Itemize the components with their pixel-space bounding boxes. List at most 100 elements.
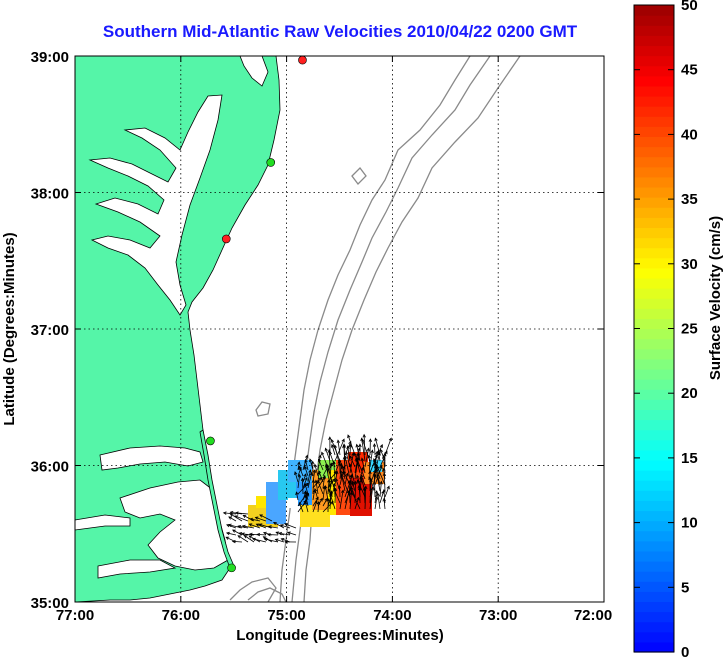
- velocity-arrow: [302, 477, 308, 489]
- velocity-arrowhead: [331, 461, 336, 466]
- velocity-arrowhead: [382, 467, 386, 472]
- velocity-arrowhead: [303, 482, 308, 487]
- velocity-arrowhead: [254, 516, 259, 520]
- colorbar-cell: [634, 348, 674, 360]
- velocity-arrowhead: [240, 532, 245, 536]
- velocity-arrow: [369, 479, 372, 504]
- velocity-arrowhead: [374, 495, 379, 500]
- colorbar-cell: [634, 409, 674, 421]
- colorbar-cell: [634, 207, 674, 218]
- velocity-arrowhead: [332, 482, 337, 487]
- colorbar-cell: [634, 126, 674, 138]
- x-tick-label: 77:00: [56, 607, 94, 624]
- colorbar-cell: [634, 338, 674, 350]
- velocity-arrowhead: [318, 469, 322, 474]
- velocity-arrowhead: [337, 458, 342, 463]
- velocity-arrowhead: [295, 491, 299, 496]
- colorbar-cell: [634, 490, 674, 501]
- velocity-arrow: [384, 486, 390, 498]
- velocity-arrowhead: [362, 486, 367, 491]
- velocity-arrow: [356, 444, 361, 462]
- velocity-arrowhead: [361, 438, 365, 443]
- velocity-arrow: [327, 479, 330, 495]
- velocity-arrow: [257, 534, 267, 536]
- velocity-arrowhead: [238, 531, 243, 536]
- x-tick-label: 76:00: [162, 607, 200, 624]
- velocity-arrowhead: [343, 470, 347, 475]
- velocity-arrowhead: [275, 531, 280, 535]
- velocity-arrowhead: [382, 497, 386, 502]
- velocity-arrow: [327, 468, 336, 492]
- colorbar-cell: [634, 561, 674, 572]
- velocity-arrow: [374, 490, 378, 504]
- colorbar-cell: [634, 368, 674, 380]
- radar-station-marker: [266, 158, 276, 167]
- velocity-arrowhead: [333, 444, 338, 449]
- colorbar-cell: [634, 591, 674, 603]
- colorbar-tick-label: 5: [681, 579, 689, 596]
- velocity-arrowhead: [333, 470, 338, 475]
- velocity-arrowhead: [248, 523, 253, 527]
- velocity-arrowhead: [242, 514, 247, 518]
- velocity-arrowhead: [360, 476, 364, 481]
- velocity-arrowhead: [267, 532, 271, 537]
- velocity-arrowhead: [308, 469, 312, 473]
- velocity-arrow: [322, 466, 329, 477]
- velocity-arrow: [304, 491, 309, 501]
- velocity-arrowhead: [284, 523, 288, 527]
- velocity-arrow: [344, 456, 351, 480]
- velocity-arrowhead: [232, 529, 236, 533]
- colorbar-cell: [634, 277, 674, 289]
- velocity-arrowhead: [330, 443, 335, 448]
- velocity-arrowhead: [306, 492, 310, 497]
- velocity-arrowhead: [330, 438, 335, 443]
- velocity-arrowhead: [379, 448, 384, 453]
- velocity-arrowhead: [349, 455, 353, 459]
- velocity-arrowhead: [364, 485, 368, 490]
- x-tick-label: 75:00: [267, 607, 305, 624]
- velocity-arrowhead: [358, 486, 362, 491]
- velocity-arrow: [360, 474, 366, 486]
- velocity-arrowhead: [340, 489, 345, 494]
- velocity-arrowhead: [328, 450, 333, 455]
- velocity-arrow: [304, 466, 309, 477]
- velocity-arrow: [362, 439, 371, 462]
- velocity-arrow: [347, 434, 356, 456]
- velocity-arrowhead: [347, 479, 351, 484]
- velocity-arrowhead: [381, 455, 386, 459]
- velocity-arrowhead: [256, 532, 261, 537]
- x-tick-label: 73:00: [479, 607, 517, 624]
- velocity-arrowhead: [356, 457, 360, 462]
- velocity-arrow: [379, 490, 385, 504]
- y-axis-label: Latitude (Degrees:Minutes): [1, 232, 18, 425]
- velocity-arrowhead: [262, 531, 267, 535]
- colorbar-cell: [634, 318, 674, 330]
- velocity-arrowhead: [348, 443, 353, 448]
- velocity-arrowhead: [324, 485, 328, 489]
- velocity-arrowhead: [327, 478, 331, 483]
- velocity-arrow: [349, 463, 356, 486]
- velocity-arrowhead: [366, 447, 370, 452]
- colorbar-cell: [634, 176, 674, 188]
- velocity-arrow: [339, 485, 341, 498]
- colorbar-cell: [634, 480, 674, 491]
- velocity-arrow: [302, 455, 308, 471]
- velocity-arrow: [322, 498, 328, 507]
- velocity-arrowhead: [248, 532, 253, 537]
- velocity-arrowhead: [311, 460, 315, 465]
- colorbar-cell: [634, 25, 674, 36]
- colorbar-cell: [634, 530, 674, 542]
- velocity-arrowhead: [225, 531, 230, 536]
- velocity-arrow: [278, 532, 291, 536]
- colorbar-cell: [634, 298, 674, 309]
- colorbar-cell: [634, 288, 674, 299]
- velocity-arrowhead: [325, 464, 330, 468]
- colorbar-cell: [634, 156, 674, 168]
- velocity-arrow: [349, 492, 352, 510]
- velocity-arrowhead: [227, 523, 232, 527]
- velocity-arrow: [241, 533, 255, 536]
- velocity-arrow: [368, 476, 376, 492]
- velocity-arrowhead: [280, 538, 285, 542]
- velocity-arrowhead: [379, 444, 383, 448]
- velocity-arrow: [374, 465, 383, 486]
